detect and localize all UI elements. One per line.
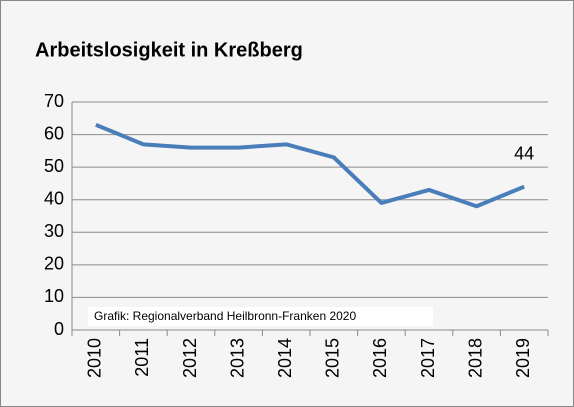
chart-title: Arbeitslosigkeit in Kreßberg bbox=[35, 39, 303, 61]
x-tick-label: 2018 bbox=[465, 338, 485, 378]
y-tick-label: 0 bbox=[54, 319, 64, 339]
data-label: 44 bbox=[514, 143, 534, 163]
source-text: Grafik: Regionalverband Heilbronn-Franke… bbox=[94, 309, 356, 323]
x-tick-label: 2014 bbox=[275, 338, 295, 378]
x-tick-label: 2010 bbox=[85, 338, 105, 378]
x-tick-label: 2016 bbox=[370, 338, 390, 378]
y-tick-label: 40 bbox=[44, 188, 64, 208]
source-box bbox=[88, 307, 433, 326]
x-tick-label: 2015 bbox=[323, 338, 343, 378]
x-tick-label: 2011 bbox=[132, 338, 152, 377]
y-tick-label: 60 bbox=[44, 123, 64, 143]
x-tick-label: 2019 bbox=[513, 338, 533, 378]
x-tick-label: 2012 bbox=[180, 338, 200, 378]
y-tick-label: 20 bbox=[44, 254, 64, 274]
y-tick-label: 70 bbox=[44, 91, 64, 111]
y-tick-label: 10 bbox=[44, 286, 64, 306]
y-tick-label: 50 bbox=[44, 156, 64, 176]
data-line bbox=[95, 122, 525, 209]
x-tick-label: 2013 bbox=[227, 338, 247, 378]
x-tick-label: 2017 bbox=[418, 338, 438, 378]
y-tick-label: 30 bbox=[44, 221, 64, 241]
source-note: Grafik: Regionalverband Heilbronn-Franke… bbox=[88, 307, 433, 326]
